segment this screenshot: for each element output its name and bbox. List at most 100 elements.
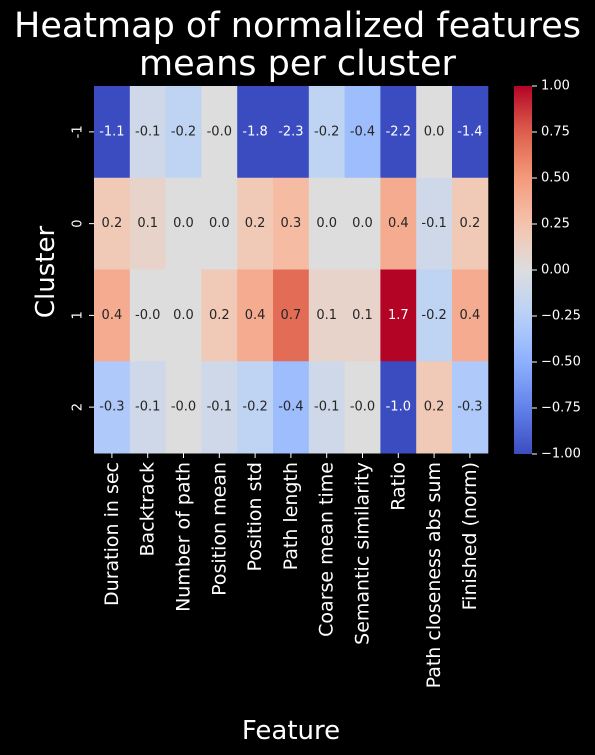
cell-value-label: -1.4 bbox=[457, 124, 482, 139]
heatmap-cell bbox=[273, 361, 310, 454]
cell-value-label: 0.2 bbox=[102, 216, 123, 231]
heatmap-cell bbox=[308, 177, 346, 270]
cell-value-label: -0.1 bbox=[421, 216, 446, 231]
heatmap-cell bbox=[237, 361, 274, 454]
cell-value-label: -0.0 bbox=[207, 124, 232, 139]
x-tick-label: Ratio bbox=[387, 462, 409, 511]
x-tick-label: Duration in sec bbox=[101, 462, 123, 606]
y-tick-label: 2 bbox=[71, 403, 86, 411]
y-axis-label: Cluster bbox=[31, 226, 61, 319]
heatmap-cell bbox=[452, 177, 489, 270]
cell-value-label: 0.2 bbox=[460, 216, 481, 231]
colorbar-tick-label: 0.75 bbox=[541, 125, 570, 140]
heatmap-cell bbox=[273, 177, 310, 270]
x-tick-label: Position mean bbox=[208, 462, 230, 596]
heatmap-cell bbox=[165, 269, 202, 362]
cell-value-label: -0.0 bbox=[135, 308, 160, 323]
cell-value-label: -0.1 bbox=[207, 400, 232, 415]
x-tick-label: Path closeness abs sum bbox=[423, 462, 445, 688]
heatmap-cell bbox=[129, 361, 167, 454]
heatmap-cell bbox=[344, 361, 381, 454]
cell-value-label: -0.0 bbox=[350, 400, 375, 415]
heatmap-cell bbox=[201, 86, 238, 179]
cell-value-label: -0.4 bbox=[350, 124, 375, 139]
cell-value-label: 0.0 bbox=[352, 216, 373, 231]
heatmap-cell bbox=[237, 269, 274, 362]
cell-value-label: 0.3 bbox=[281, 216, 302, 231]
heatmap-cell bbox=[344, 269, 381, 362]
heatmap-cell bbox=[416, 86, 453, 179]
heatmap-cell bbox=[380, 177, 417, 270]
heatmap-cell bbox=[380, 269, 417, 362]
cell-value-label: 0.2 bbox=[424, 400, 445, 415]
x-tick-label: Backtrack bbox=[137, 462, 159, 556]
heatmap-cell bbox=[452, 361, 489, 454]
x-tick-label: Position std bbox=[244, 462, 266, 571]
cell-value-label: -1.8 bbox=[242, 124, 267, 139]
cell-value-label: -1.0 bbox=[386, 400, 411, 415]
heatmap-cell bbox=[273, 86, 310, 179]
heatmap-cell bbox=[237, 177, 274, 270]
heatmap-cell bbox=[165, 86, 202, 179]
cell-value-label: 0.0 bbox=[316, 216, 337, 231]
colorbar-tick-label: −0.75 bbox=[541, 401, 581, 416]
heatmap-cell bbox=[165, 361, 202, 454]
colorbar: 1.00 0.75 0.50 0.25 0.00 −0.25 −0.50 −0.75 −1.00 bbox=[514, 79, 581, 462]
chart-title-line-1: Heatmap of normalized features bbox=[14, 6, 581, 46]
heatmap-cell bbox=[165, 177, 202, 270]
heatmap-cell bbox=[94, 269, 131, 362]
cell-value-label: -0.2 bbox=[314, 124, 339, 139]
heatmap-cell bbox=[129, 86, 167, 179]
heatmap-cell bbox=[344, 177, 381, 270]
heatmap-cell bbox=[452, 269, 489, 362]
cell-value-label: -0.3 bbox=[457, 400, 482, 415]
x-tick-label: Semantic similarity bbox=[352, 462, 374, 645]
chart-title-line-2: means per cluster bbox=[139, 44, 456, 84]
cell-value-label: -0.2 bbox=[242, 400, 267, 415]
y-tick-label: 1 bbox=[71, 311, 86, 319]
y-tick-label: 0 bbox=[71, 219, 86, 227]
colorbar-tick-label: 0.25 bbox=[541, 217, 570, 232]
heatmap-cell bbox=[308, 361, 346, 454]
heatmap-cell bbox=[237, 86, 274, 179]
cell-value-label: 0.1 bbox=[137, 216, 158, 231]
heatmap-cell bbox=[308, 86, 346, 179]
cell-value-label: 0.0 bbox=[424, 124, 445, 139]
x-tick-labels: Duration in sec Backtrack Number of path Po… bbox=[101, 453, 481, 688]
cell-value-label: 0.1 bbox=[352, 308, 373, 323]
heatmap-cell bbox=[94, 86, 131, 179]
cell-value-label: 0.2 bbox=[245, 216, 266, 231]
heatmap-cell bbox=[129, 269, 167, 362]
heatmap-cell bbox=[452, 86, 489, 179]
cell-value-label: 0.0 bbox=[209, 216, 230, 231]
heatmap-cell bbox=[344, 86, 381, 179]
heatmap-cell bbox=[201, 177, 238, 270]
y-tick-labels: -1 0 1 2 bbox=[71, 125, 94, 411]
x-axis-label: Feature bbox=[242, 716, 340, 746]
cell-value-label: -0.4 bbox=[278, 400, 303, 415]
cell-value-label: 0.0 bbox=[173, 308, 194, 323]
cell-value-label: 0.4 bbox=[388, 216, 409, 231]
cell-value-label: -0.2 bbox=[421, 308, 446, 323]
cell-value-label: -0.3 bbox=[99, 400, 124, 415]
colorbar-tick-label: −0.25 bbox=[541, 309, 581, 324]
colorbar-gradient bbox=[514, 86, 532, 454]
cell-value-label: 0.4 bbox=[102, 308, 123, 323]
heatmap-cell bbox=[380, 361, 417, 454]
heatmap-cell bbox=[416, 361, 453, 454]
x-tick-label: Number of path bbox=[173, 462, 195, 612]
cell-value-label: -2.3 bbox=[278, 124, 303, 139]
colorbar-tick-label: −1.00 bbox=[541, 447, 581, 462]
heatmap-cells: -1.1 -0.1 -0.2 -0.0 -1.8 -2.3 -0.2 -0.4 -2.2 0.0-… bbox=[94, 86, 489, 454]
cell-value-label: -0.1 bbox=[135, 400, 160, 415]
heatmap-cell bbox=[201, 361, 238, 454]
heatmap-cell bbox=[94, 361, 131, 454]
cell-value-label: -0.1 bbox=[135, 124, 160, 139]
cell-value-label: -0.1 bbox=[314, 400, 339, 415]
colorbar-tick-label: 1.00 bbox=[541, 79, 570, 94]
cell-value-label: -0.0 bbox=[171, 400, 196, 415]
heatmap-cell bbox=[129, 177, 167, 270]
cell-value-label: 0.4 bbox=[245, 308, 266, 323]
heatmap-cell bbox=[416, 269, 453, 362]
